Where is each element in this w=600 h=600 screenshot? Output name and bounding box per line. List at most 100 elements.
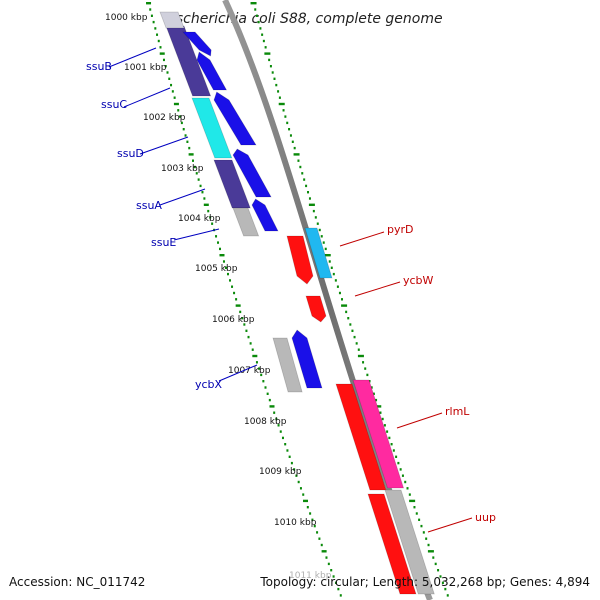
tick-mark xyxy=(318,228,321,232)
gene-arrow-ssuA[interactable] xyxy=(251,198,279,232)
kbp-label: 1004 kbp xyxy=(178,214,221,224)
gene-block-top-fade[interactable] xyxy=(159,11,185,29)
tick-mark xyxy=(303,499,309,503)
tick-mark xyxy=(268,58,271,62)
tick-mark xyxy=(293,146,296,150)
gene-block-uup-grey[interactable] xyxy=(384,489,435,595)
tick-mark xyxy=(422,531,425,534)
tick-mark xyxy=(262,380,265,383)
tick-mark xyxy=(406,487,409,490)
tick-mark xyxy=(320,235,323,238)
gene-arrow-ycbX[interactable] xyxy=(291,329,323,389)
gene-block-ycbX-grey[interactable] xyxy=(272,337,303,393)
tick-mark xyxy=(337,587,340,591)
tick-mark xyxy=(336,285,339,288)
tick-mark xyxy=(260,373,263,377)
tick-mark xyxy=(269,65,272,68)
tick-mark xyxy=(295,474,298,477)
tick-mark xyxy=(195,172,198,175)
tick-mark xyxy=(177,109,180,112)
tick-mark xyxy=(404,480,407,484)
tick-mark xyxy=(162,58,165,62)
tick-mark xyxy=(381,417,384,421)
tick-mark xyxy=(332,272,335,276)
tick-mark xyxy=(288,455,291,458)
tick-mark xyxy=(397,461,400,465)
tick-mark xyxy=(306,506,309,509)
tick-mark xyxy=(339,594,342,597)
tick-mark xyxy=(217,241,220,244)
accession-text: Accession: NC_011742 xyxy=(9,575,146,589)
tick-mark xyxy=(330,569,333,572)
leader-line xyxy=(339,231,385,247)
tick-mark xyxy=(370,386,373,389)
tick-mark xyxy=(446,594,449,597)
gene-block-ssuC-outer[interactable] xyxy=(191,97,233,159)
tick-mark xyxy=(156,33,159,36)
tick-mark xyxy=(427,550,434,553)
left-gene-labels: ssuB ssuC ssuD ssuA ssuE ycbX xyxy=(86,47,258,391)
tick-mark xyxy=(209,216,212,219)
tick-mark xyxy=(279,430,282,433)
right-tick-track xyxy=(250,2,449,597)
tick-mark xyxy=(170,83,173,87)
tick-mark xyxy=(173,96,176,99)
tick-mark xyxy=(261,33,264,36)
gene-block-uup[interactable] xyxy=(367,493,417,595)
gene-label-ycbX[interactable]: ycbX xyxy=(195,378,223,391)
tick-mark xyxy=(314,216,317,219)
gene-block-ssuE-outer[interactable] xyxy=(232,207,260,237)
gene-arrow-ssuB-2[interactable] xyxy=(196,51,228,91)
tick-mark xyxy=(290,461,293,465)
gene-block-ssuA-outer[interactable] xyxy=(213,159,251,209)
tick-mark xyxy=(434,562,437,566)
tick-mark xyxy=(150,14,153,17)
tick-mark xyxy=(247,335,250,339)
gene-arrow-ycbW[interactable] xyxy=(305,295,327,323)
tick-mark xyxy=(418,518,421,521)
genome-title: Escherichia coli S88, complete genome xyxy=(167,11,443,27)
gene-label-ssuA[interactable]: ssuA xyxy=(136,199,162,212)
tick-mark xyxy=(250,2,257,5)
tick-mark xyxy=(273,411,276,414)
tick-mark xyxy=(184,134,187,137)
tick-mark xyxy=(186,140,189,143)
gene-block-rlmL-magenta[interactable] xyxy=(352,379,405,489)
gene-label-ssuC[interactable]: ssuC xyxy=(101,98,127,111)
gene-arrow-pyrD[interactable] xyxy=(286,235,314,285)
tick-mark xyxy=(325,556,328,559)
tick-mark xyxy=(233,291,236,295)
gene-arrow-ssuC[interactable] xyxy=(213,91,257,146)
tick-mark xyxy=(293,468,296,471)
gene-arrow-ssuD[interactable] xyxy=(232,148,272,198)
tick-mark xyxy=(199,184,202,188)
gene-label-uup[interactable]: uup xyxy=(475,511,496,524)
gene-label-ssuB[interactable]: ssuB xyxy=(86,60,112,73)
gene-block-ycbW-sky[interactable] xyxy=(304,227,333,279)
kbp-label: 1008 kbp xyxy=(244,417,287,427)
gene-label-pyrD[interactable]: pyrD xyxy=(387,223,414,236)
gene-label-ssuD[interactable]: ssuD xyxy=(117,147,144,160)
tick-mark xyxy=(293,153,300,156)
gene-arrow-ssuB[interactable] xyxy=(182,31,212,57)
tick-mark xyxy=(249,342,252,345)
gene-label-ssuE[interactable]: ssuE xyxy=(151,236,176,249)
tick-mark xyxy=(278,96,281,99)
tick-mark xyxy=(258,367,261,370)
tick-mark xyxy=(386,430,389,433)
tick-mark xyxy=(355,342,358,345)
kbp-label: 1011 kbp xyxy=(289,571,332,581)
tick-mark xyxy=(275,417,278,421)
gene-label-rlmL[interactable]: rlmL xyxy=(445,405,470,418)
tick-mark xyxy=(291,140,294,143)
tick-mark xyxy=(281,436,284,440)
tick-mark xyxy=(364,367,367,370)
tick-mark xyxy=(266,392,269,395)
tick-mark xyxy=(425,537,428,540)
tick-mark xyxy=(277,90,280,93)
tick-mark xyxy=(245,329,248,332)
kbp-label: 1000 kbp xyxy=(105,13,148,23)
gene-label-ycbW[interactable]: ycbW xyxy=(403,274,434,287)
tick-mark xyxy=(341,304,348,307)
tick-mark xyxy=(251,348,254,351)
